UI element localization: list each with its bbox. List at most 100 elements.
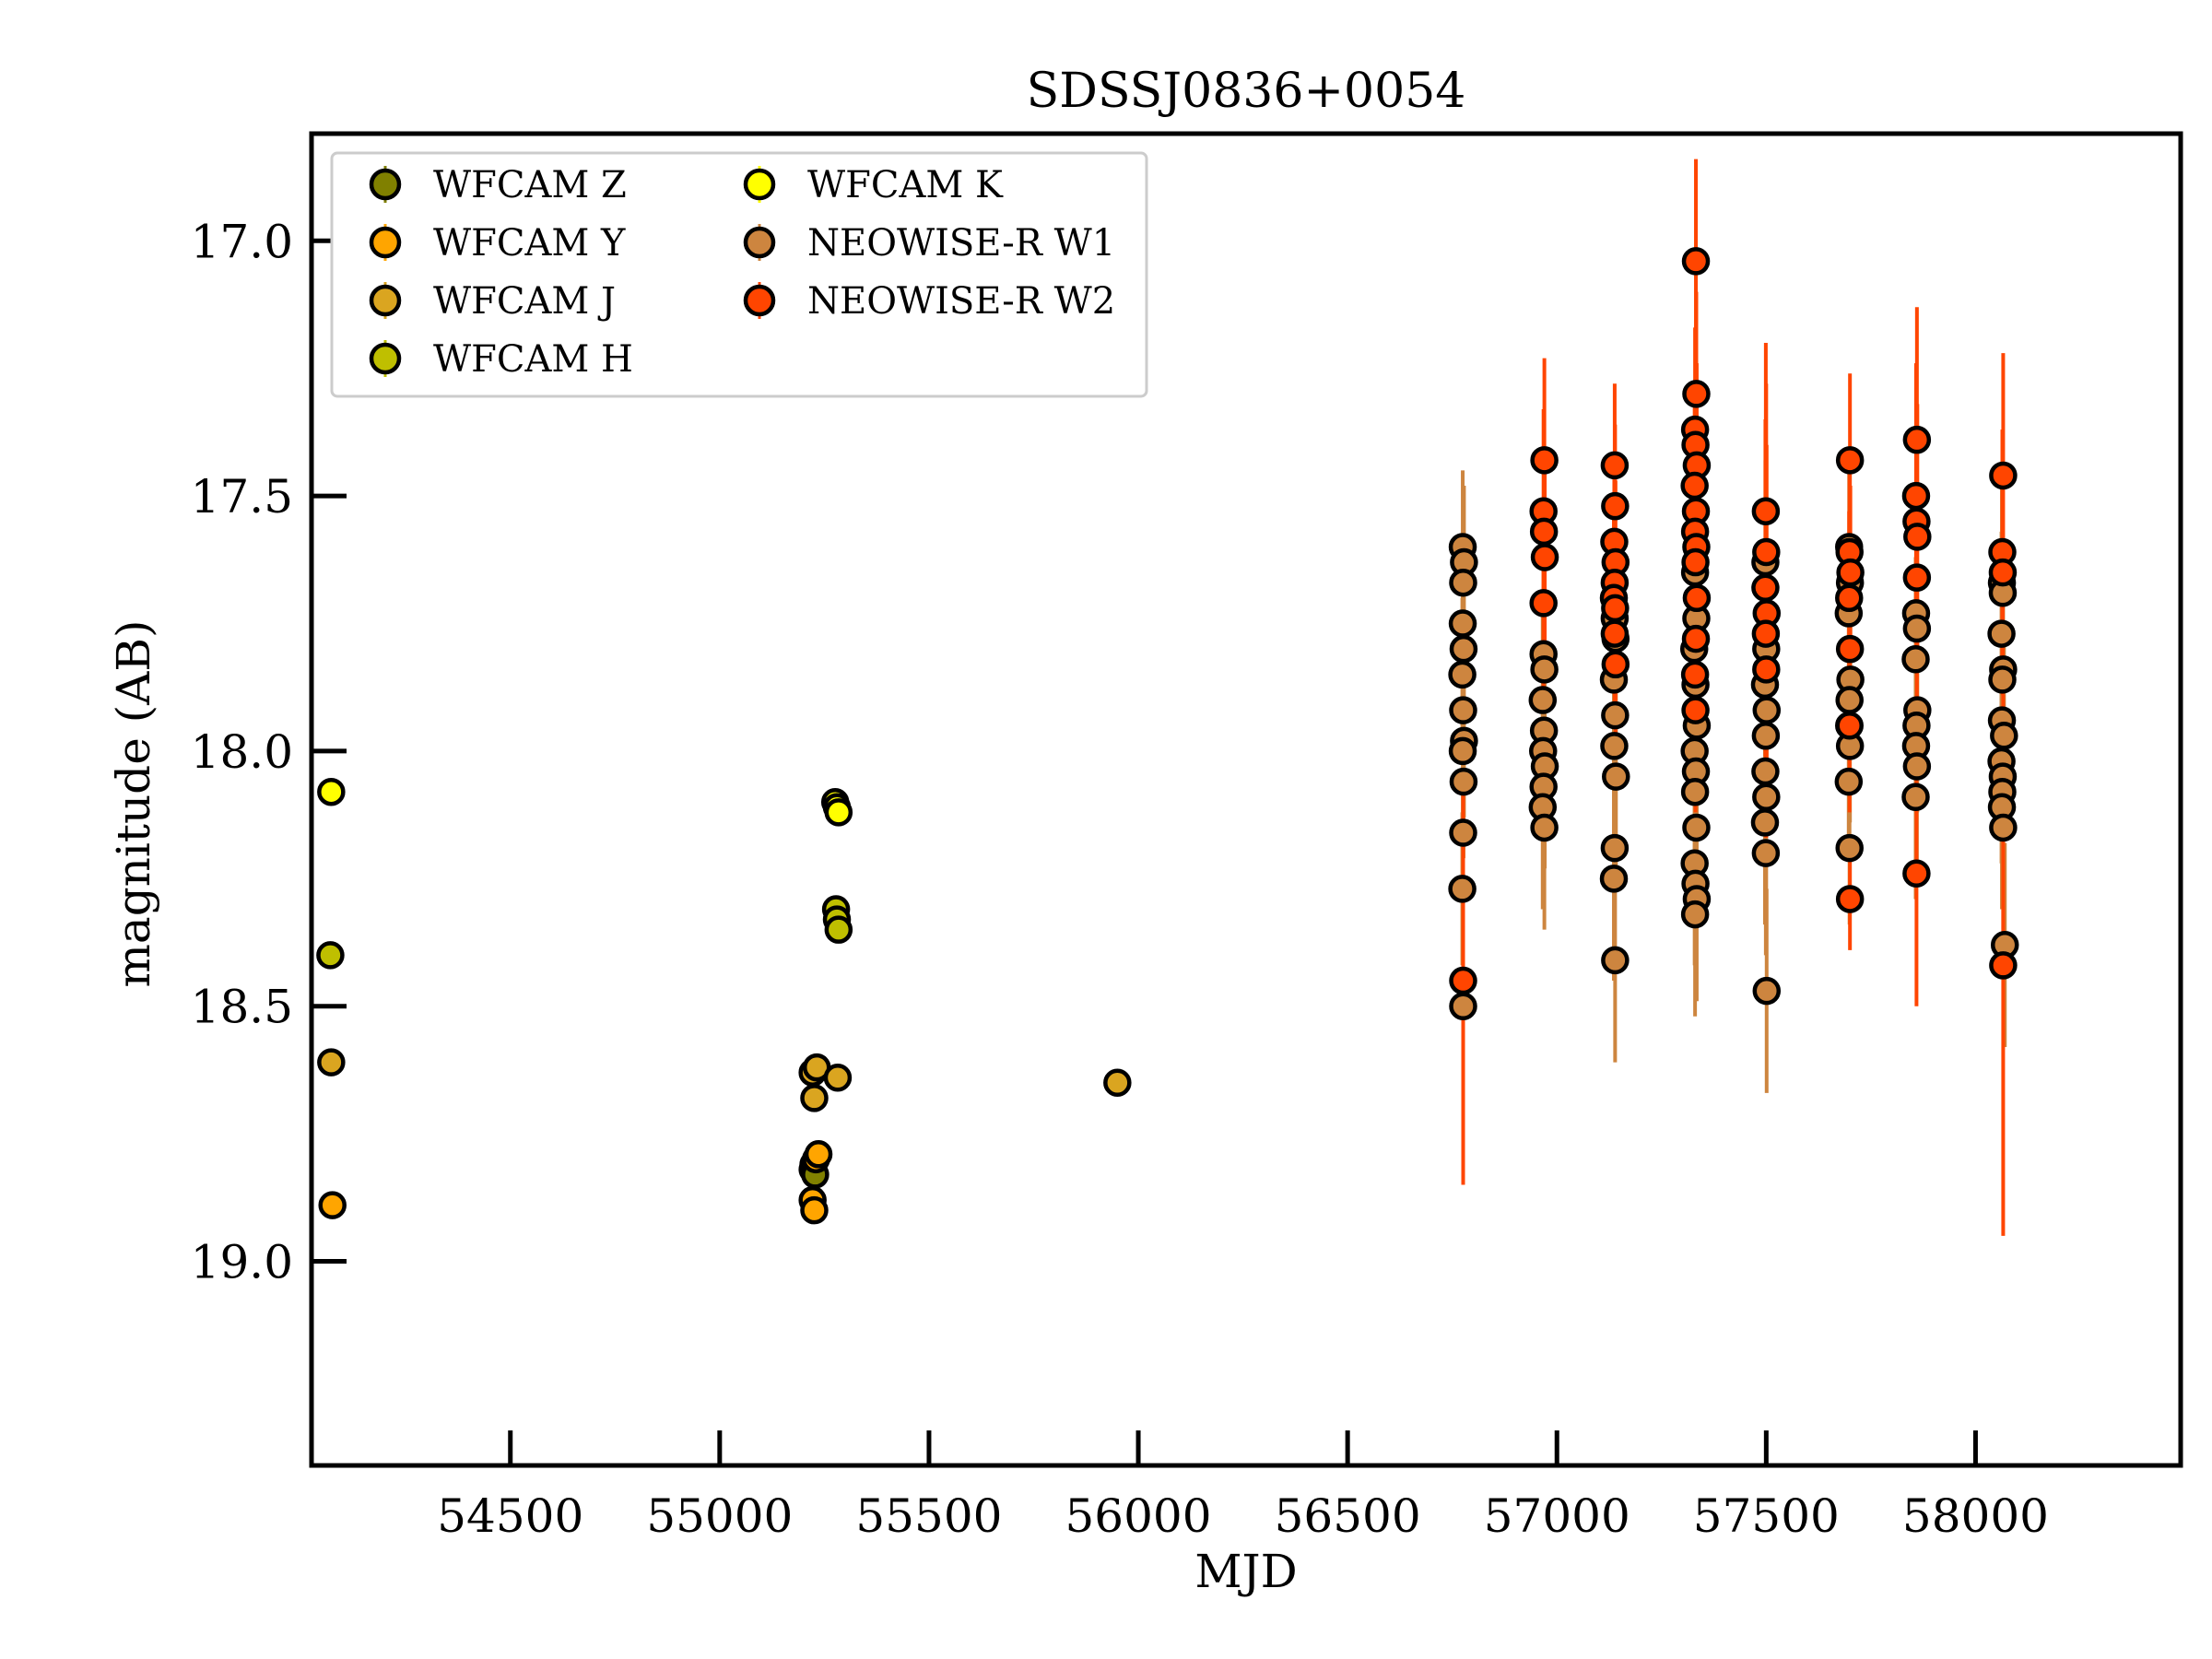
point-neowise-r-w2 bbox=[1836, 558, 1865, 587]
legend: WFCAM Z WFCAM Y WFCAM J WFCAM H WFCAM K NEOWI… bbox=[330, 151, 1148, 398]
legend-marker-neowise-r-w2 bbox=[743, 284, 776, 317]
point-neowise-r-w1 bbox=[1987, 619, 2016, 648]
point-neowise-r-w2 bbox=[1600, 619, 1630, 648]
point-neowise-r-w1 bbox=[1448, 875, 1477, 903]
point-neowise-r-w2 bbox=[1988, 558, 2018, 587]
point-neowise-r-w1 bbox=[1750, 808, 1780, 837]
legend-marker-wfcam-j bbox=[369, 284, 402, 317]
point-neowise-r-w2 bbox=[1681, 696, 1710, 724]
point-neowise-r-w1 bbox=[1901, 782, 1930, 811]
x-tick-label: 55500 bbox=[855, 1489, 1002, 1543]
legend-label-wfcam-y: WFCAM Y bbox=[433, 222, 626, 265]
point-neowise-r-w2 bbox=[1529, 589, 1558, 618]
point-wfcam-k bbox=[317, 777, 346, 806]
point-neowise-r-w1 bbox=[1449, 696, 1477, 724]
legend-marker-neowise-r-w1 bbox=[743, 226, 776, 259]
point-neowise-r-w1 bbox=[1751, 839, 1781, 867]
x-tick-label: 57500 bbox=[1693, 1489, 1840, 1543]
point-wfcam-j bbox=[1103, 1068, 1132, 1098]
y-tick-label: 18.5 bbox=[191, 981, 293, 1034]
legend-marker-wfcam-k bbox=[743, 168, 776, 201]
point-neowise-r-w2 bbox=[1989, 951, 2018, 980]
point-neowise-r-w2 bbox=[1681, 247, 1711, 276]
point-neowise-r-w2 bbox=[1835, 885, 1865, 913]
legend-label-wfcam-h: WFCAM H bbox=[433, 338, 633, 381]
point-neowise-r-w1 bbox=[1600, 732, 1629, 760]
point-neowise-r-w2 bbox=[1682, 380, 1711, 408]
legend-label-wfcam-z: WFCAM Z bbox=[433, 164, 627, 206]
y-tick-label: 17.5 bbox=[191, 470, 293, 524]
point-neowise-r-w2 bbox=[1600, 451, 1630, 480]
point-neowise-r-w2 bbox=[1902, 563, 1932, 592]
point-neowise-r-w1 bbox=[1682, 813, 1711, 842]
point-neowise-r-w2 bbox=[1601, 491, 1630, 521]
point-neowise-r-w2 bbox=[1601, 650, 1630, 679]
point-neowise-r-w1 bbox=[1680, 900, 1710, 929]
point-wfcam-h bbox=[824, 915, 853, 944]
point-neowise-r-w1 bbox=[1528, 686, 1558, 714]
point-neowise-r-w1 bbox=[1599, 865, 1629, 893]
point-neowise-r-w1 bbox=[1448, 660, 1477, 689]
point-neowise-r-w1 bbox=[1449, 992, 1477, 1020]
point-neowise-r-w1 bbox=[1602, 762, 1630, 791]
point-neowise-r-w2 bbox=[1835, 711, 1864, 740]
legend-label-neowise-r-w2: NEOWISE-R W2 bbox=[807, 280, 1115, 323]
legend-box bbox=[330, 151, 1148, 398]
point-neowise-r-w1 bbox=[1751, 722, 1781, 750]
legend-marker-wfcam-z bbox=[369, 168, 402, 201]
point-neowise-r-w2 bbox=[1835, 634, 1865, 664]
point-neowise-r-w1 bbox=[1752, 976, 1782, 1006]
x-axis-label: MJD bbox=[1194, 1545, 1297, 1598]
legend-label-wfcam-k: WFCAM K bbox=[807, 164, 1004, 206]
point-neowise-r-w1 bbox=[1835, 686, 1864, 714]
point-neowise-r-w2 bbox=[1835, 583, 1864, 613]
point-neowise-r-w1 bbox=[1600, 833, 1630, 863]
point-neowise-r-w1 bbox=[1449, 568, 1477, 597]
point-neowise-r-w2 bbox=[1751, 573, 1780, 602]
y-tick-label: 17.0 bbox=[191, 215, 293, 268]
legend-marker-wfcam-h bbox=[369, 342, 402, 375]
point-neowise-r-w1 bbox=[1530, 813, 1559, 842]
point-neowise-r-w2 bbox=[1680, 660, 1710, 689]
point-neowise-r-w1 bbox=[1834, 767, 1864, 796]
point-neowise-r-w1 bbox=[1601, 946, 1630, 975]
point-neowise-r-w1 bbox=[1752, 782, 1781, 811]
point-neowise-r-w2 bbox=[1530, 446, 1559, 475]
point-neowise-r-w1 bbox=[1901, 644, 1930, 674]
point-wfcam-y bbox=[318, 1191, 347, 1219]
marker-layer bbox=[316, 247, 2019, 1225]
x-tick-label: 56000 bbox=[1065, 1489, 1212, 1543]
y-tick-label: 18.0 bbox=[191, 725, 293, 779]
point-neowise-r-w1 bbox=[1751, 757, 1780, 786]
point-neowise-r-w2 bbox=[1449, 966, 1477, 995]
point-neowise-r-w2 bbox=[1901, 481, 1931, 511]
x-tick-label: 58000 bbox=[1902, 1489, 2049, 1543]
point-neowise-r-w1 bbox=[1990, 722, 2018, 750]
point-neowise-r-w2 bbox=[1601, 594, 1630, 623]
point-neowise-r-w1 bbox=[1448, 736, 1477, 766]
point-neowise-r-w2 bbox=[1681, 547, 1710, 577]
x-tick-label: 54500 bbox=[437, 1489, 583, 1543]
point-neowise-r-w2 bbox=[1529, 517, 1559, 547]
point-neowise-r-w2 bbox=[1751, 619, 1781, 648]
point-neowise-r-w1 bbox=[1448, 609, 1477, 638]
point-neowise-r-w1 bbox=[1989, 813, 2018, 842]
point-neowise-r-w2 bbox=[1530, 543, 1559, 571]
point-wfcam-j bbox=[800, 1084, 829, 1112]
point-wfcam-j bbox=[317, 1048, 346, 1077]
y-tick-label: 19.0 bbox=[191, 1236, 293, 1289]
point-neowise-r-w2 bbox=[1681, 624, 1711, 653]
point-neowise-r-w2 bbox=[1682, 583, 1712, 613]
point-neowise-r-w1 bbox=[1835, 833, 1864, 863]
chart-title: SDSSJ0836+0054 bbox=[1027, 64, 1466, 119]
point-neowise-r-w1 bbox=[1449, 634, 1478, 664]
x-tick-label: 57000 bbox=[1484, 1489, 1630, 1543]
point-wfcam-y bbox=[804, 1140, 833, 1169]
point-neowise-r-w2 bbox=[1902, 425, 1932, 454]
point-neowise-r-w2 bbox=[1835, 446, 1865, 475]
point-neowise-r-w2 bbox=[1751, 497, 1781, 525]
legend-label-neowise-r-w1: NEOWISE-R W1 bbox=[807, 222, 1115, 265]
point-wfcam-h bbox=[316, 941, 345, 970]
point-neowise-r-w2 bbox=[1752, 537, 1781, 567]
point-neowise-r-w2 bbox=[1680, 471, 1709, 500]
